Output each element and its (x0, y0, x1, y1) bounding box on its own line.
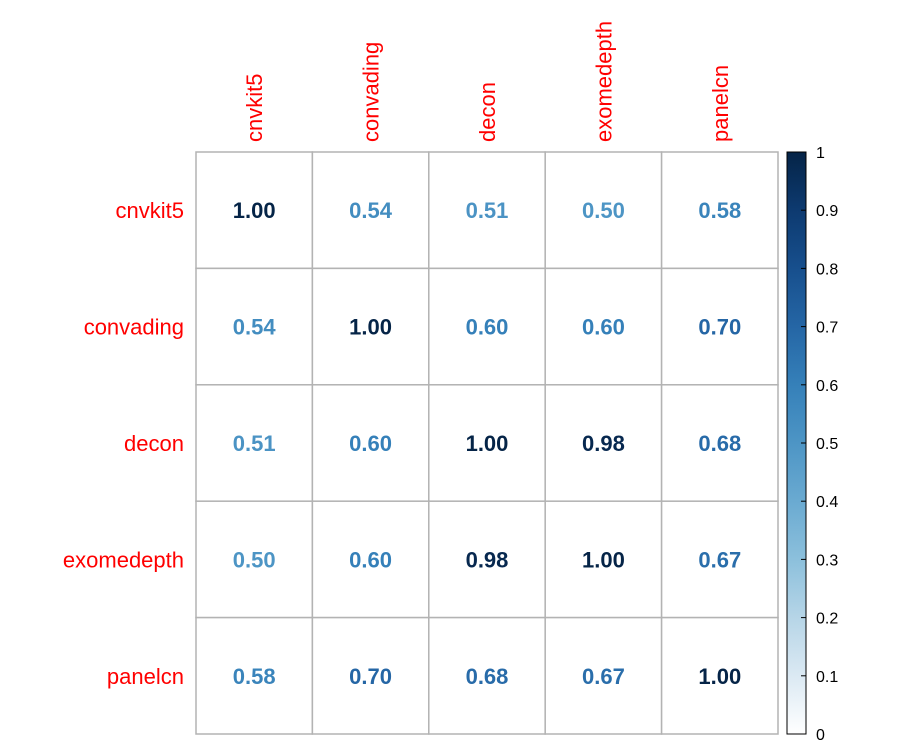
colorbar-tick-label: 0.9 (816, 203, 838, 220)
cell-value-label: 0.98 (582, 431, 625, 456)
colorbar-tick-label: 0 (816, 727, 825, 744)
heatmap-cell-cnvkit5-panelcn (660, 151, 779, 270)
cell-value-label: 1.00 (233, 198, 276, 223)
colorbar-legend: 0 0.1 0.2 0.3 0.4 0.5 0.6 0.7 0.8 0.9 1 (786, 145, 838, 744)
cell-value-label: 0.60 (582, 315, 625, 340)
row-label-decon: decon (124, 431, 184, 456)
row-label-convading: convading (84, 315, 184, 340)
heatmap-cell-exomedepth-decon (428, 500, 546, 619)
heatmap-cell-convading-decon (428, 267, 546, 386)
column-label-cnvkit5: cnvkit5 (242, 74, 267, 142)
colorbar-tick-label: 0.4 (816, 494, 838, 511)
heatmap-cell-exomedepth-convading (311, 500, 430, 619)
heatmap-cell-exomedepth-cnvkit5 (195, 500, 314, 619)
heatmap-cells: 1.00 0.54 0.51 0.50 0.58 0.54 1.00 0.60 0.60 0.70… (195, 151, 779, 735)
cell-value-label: 0.67 (698, 547, 741, 572)
heatmap-cell-decon-convading (311, 384, 430, 502)
heatmap-cell-panelcn-cnvkit5 (195, 616, 314, 735)
row-label-cnvkit5: cnvkit5 (116, 198, 184, 223)
heatmap-cell-cnvkit5-cnvkit5 (195, 151, 314, 270)
cell-value-label: 0.70 (349, 664, 392, 689)
colorbar-tick-label: 0.8 (816, 261, 838, 278)
colorbar-tick-label: 0.6 (816, 378, 838, 395)
column-label-decon: decon (475, 82, 500, 142)
cell-value-label: 0.60 (466, 315, 509, 340)
cell-value-label: 0.58 (698, 198, 741, 223)
row-label-exomedepth: exomedepth (63, 547, 184, 572)
heatmap-cell-convading-panelcn (660, 267, 779, 386)
cell-value-label: 0.60 (349, 431, 392, 456)
row-label-panelcn: panelcn (107, 664, 184, 689)
cell-value-label: 0.58 (233, 664, 276, 689)
column-label-convading: convading (359, 42, 384, 142)
heatmap-cell-convading-cnvkit5 (195, 267, 314, 386)
cell-value-label: 0.50 (233, 547, 276, 572)
cell-value-label: 0.50 (582, 198, 625, 223)
cell-value-label: 0.51 (466, 198, 509, 223)
cell-value-label: 0.67 (582, 664, 625, 689)
heatmap-cell-panelcn-decon (428, 616, 546, 735)
colorbar-ticks: 0 0.1 0.2 0.3 0.4 0.5 0.6 0.7 0.8 0.9 1 (801, 145, 838, 744)
heatmap-cell-exomedepth-panelcn (660, 500, 779, 619)
heatmap-cell-panelcn-panelcn (660, 616, 779, 735)
column-label-panelcn: panelcn (708, 65, 733, 142)
cell-value-label: 0.68 (466, 664, 509, 689)
heatmap-cell-cnvkit5-convading (311, 151, 430, 270)
colorbar-tick-label: 0.7 (816, 320, 838, 337)
cell-value-label: 0.54 (233, 315, 277, 340)
column-labels: cnvkit5 convading decon exomedepth panelcn (242, 21, 733, 142)
cell-value-label: 1.00 (582, 547, 625, 572)
colorbar-tick-label: 0.3 (816, 552, 838, 569)
heatmap-cell-cnvkit5-decon (428, 151, 546, 270)
heatmap-cell-exomedepth-exomedepth (544, 500, 663, 619)
cell-value-label: 0.51 (233, 431, 276, 456)
colorbar-tick-label: 0.2 (816, 611, 838, 628)
cell-value-label: 0.68 (698, 431, 741, 456)
heatmap-cell-decon-panelcn (660, 384, 779, 502)
colorbar-tick-label: 1 (816, 145, 825, 162)
column-label-exomedepth: exomedepth (591, 21, 616, 142)
heatmap-cell-cnvkit5-exomedepth (544, 151, 663, 270)
colorbar-tick-label: 0.1 (816, 669, 838, 686)
colorbar-tick-label: 0.5 (816, 436, 838, 453)
cell-value-label: 0.54 (349, 198, 393, 223)
cell-value-label: 0.60 (349, 547, 392, 572)
cell-value-label: 1.00 (466, 431, 509, 456)
heatmap-cell-panelcn-convading (311, 616, 430, 735)
cell-value-label: 0.70 (698, 315, 741, 340)
heatmap-cell-decon-exomedepth (544, 384, 663, 502)
cell-value-label: 1.00 (349, 315, 392, 340)
cell-value-label: 1.00 (698, 664, 741, 689)
row-labels: cnvkit5 convading decon exomedepth panelcn (63, 198, 184, 689)
cell-value-label: 0.98 (466, 547, 509, 572)
heatmap-cell-decon-decon (428, 384, 546, 502)
